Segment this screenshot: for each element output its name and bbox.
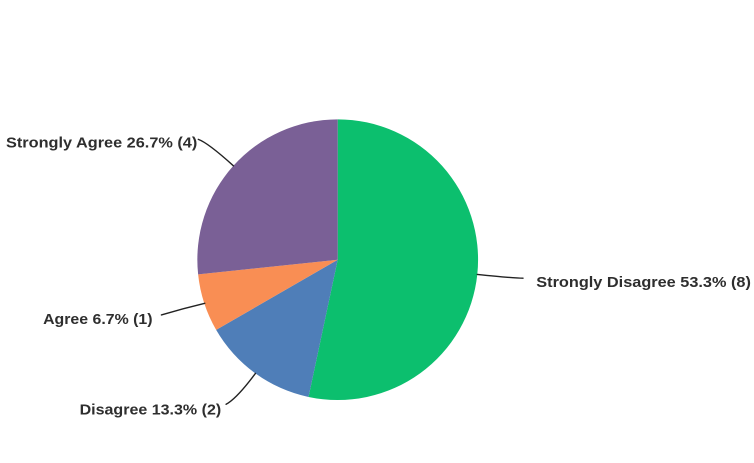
svg-text:Strongly Agree 26.7% (4): Strongly Agree 26.7% (4) (6, 135, 197, 152)
svg-text:Agree 6.7% (1): Agree 6.7% (1) (43, 311, 152, 328)
svg-text:Disagree 13.3% (2): Disagree 13.3% (2) (80, 402, 222, 419)
svg-text:Strongly Disagree 53.3% (8): Strongly Disagree 53.3% (8) (536, 274, 751, 291)
